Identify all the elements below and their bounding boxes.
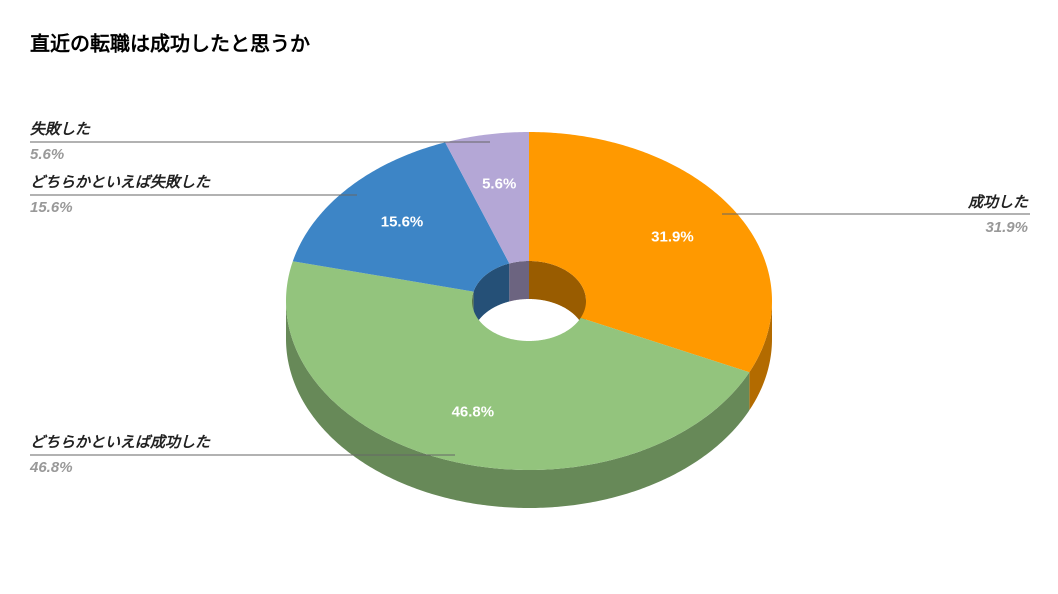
side-wall	[286, 301, 750, 508]
pie-slice	[286, 261, 750, 470]
slice-label: 31.9%	[651, 228, 694, 245]
side-wall	[749, 301, 772, 411]
legend-value: 15.6%	[30, 199, 73, 216]
legend-value: 5.6%	[30, 146, 64, 163]
hole-wall	[473, 263, 510, 330]
legend-value: 31.9%	[985, 219, 1028, 236]
legend-value: 46.8%	[29, 459, 73, 476]
slice-label: 5.6%	[482, 175, 516, 192]
legend-label: どちらかといえば失敗した	[30, 174, 211, 191]
pie-slice	[445, 132, 529, 264]
chart-title: 直近の転職は成功したと思うか	[30, 31, 310, 55]
hole-wall	[529, 261, 586, 339]
slice-label: 15.6%	[381, 213, 424, 230]
pie-slice	[529, 132, 772, 373]
legend-label: どちらかといえば成功した	[30, 434, 211, 451]
pie-slice	[292, 142, 510, 292]
slice-label: 46.8%	[452, 404, 495, 421]
hole-wall	[509, 261, 529, 302]
legend-label: 失敗した	[30, 121, 91, 138]
legend-label: 成功した	[967, 194, 1029, 211]
